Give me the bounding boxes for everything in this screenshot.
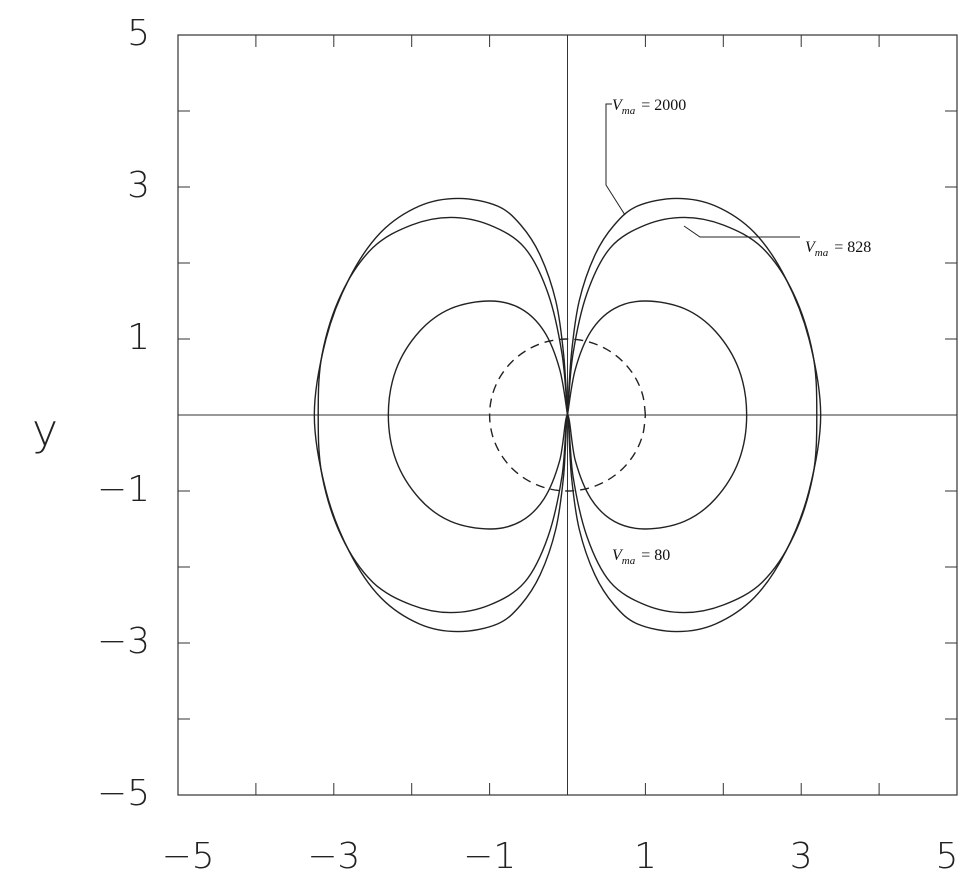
annotation: Vma= 828 [805,239,871,259]
callout-line [684,226,800,237]
y-tick-label: −3 [97,621,150,662]
x-tick-label: −3 [307,836,360,877]
callout-line [606,104,625,215]
x-tick-label: 5 [936,836,959,877]
y-tick-label: −1 [97,469,150,510]
x-tick-label: 3 [790,836,813,877]
chart: y Vma= 2000 Vma= 828 Vma= 80 −5 −3 −1 1 3 5 −5… [0,0,978,889]
y-axis-label: y [32,405,58,456]
annotation: Vma= 2000 [612,97,686,117]
annotation: Vma= 80 [612,547,670,567]
y-tick-label: 1 [127,317,150,358]
y-tick-label: 5 [127,13,150,54]
x-tick-label: −1 [463,836,516,877]
y-tick-label: −5 [97,773,150,814]
x-tick-label: −5 [161,836,214,877]
y-tick-label: 3 [127,165,150,206]
x-tick-label: 1 [634,836,657,877]
